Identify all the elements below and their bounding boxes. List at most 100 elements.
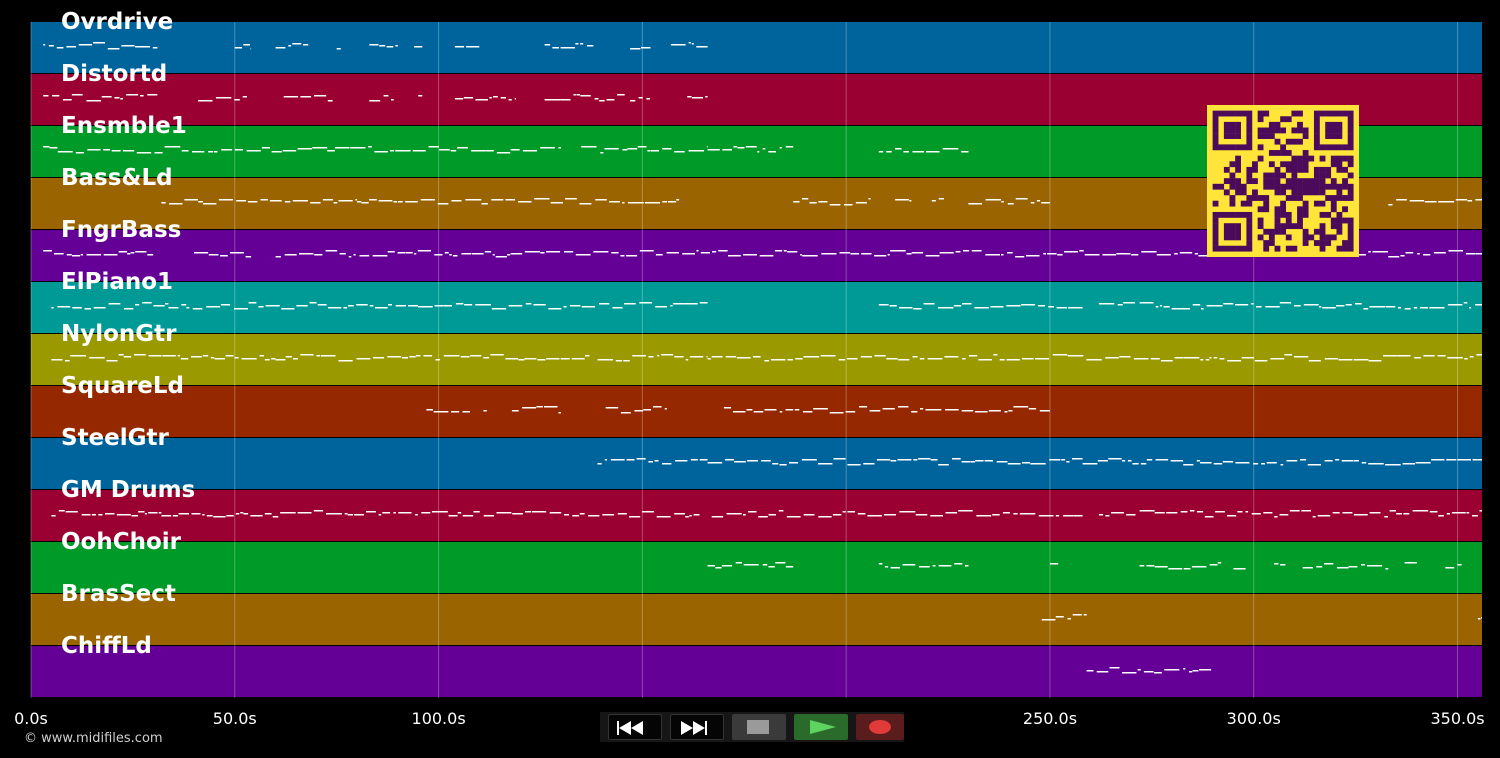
- note: [373, 357, 385, 359]
- qr-module: [1297, 161, 1303, 168]
- note: [1404, 308, 1411, 310]
- qr-module: [1212, 223, 1219, 230]
- note: [350, 147, 366, 149]
- note: [1022, 462, 1030, 464]
- note: [1389, 510, 1396, 512]
- qr-module: [1336, 245, 1343, 252]
- note: [313, 510, 324, 512]
- note: [746, 409, 753, 411]
- note: [911, 252, 924, 254]
- note: [1015, 256, 1025, 258]
- note: [1183, 357, 1200, 359]
- note: [699, 459, 708, 461]
- qr-code-icon[interactable]: [1207, 105, 1359, 257]
- note: [646, 98, 651, 100]
- note: [328, 307, 342, 309]
- note: [974, 411, 988, 413]
- note: [801, 198, 809, 200]
- note: [689, 515, 692, 517]
- note: [475, 304, 491, 306]
- note: [489, 97, 492, 99]
- note: [958, 510, 973, 512]
- note: [314, 95, 327, 97]
- note: [421, 512, 431, 514]
- qr-module: [1212, 228, 1219, 235]
- note: [1086, 359, 1102, 361]
- play-button[interactable]: [794, 714, 848, 740]
- note: [1223, 303, 1234, 305]
- note: [118, 354, 124, 356]
- note: [242, 96, 247, 98]
- note: [711, 516, 724, 518]
- note: [1324, 563, 1334, 565]
- note: [1253, 463, 1259, 465]
- note: [127, 253, 131, 255]
- note: [1166, 512, 1178, 514]
- note: [1022, 358, 1034, 360]
- note: [1196, 460, 1201, 462]
- note: [138, 511, 145, 513]
- record-icon: [869, 720, 891, 734]
- note: [1438, 201, 1454, 203]
- note: [1189, 671, 1193, 673]
- note: [505, 199, 515, 201]
- note: [726, 513, 742, 515]
- note: [66, 254, 72, 256]
- qr-module: [1223, 166, 1230, 173]
- qr-module: [1302, 155, 1309, 162]
- qr-module: [1274, 211, 1281, 218]
- note: [785, 409, 794, 411]
- note: [691, 97, 703, 99]
- note: [813, 408, 828, 410]
- note: [597, 463, 602, 465]
- note: [1170, 460, 1184, 462]
- note: [762, 564, 768, 566]
- qr-module: [1229, 211, 1236, 218]
- note: [348, 256, 352, 258]
- note: [234, 308, 248, 310]
- note: [317, 304, 327, 306]
- note: [338, 200, 353, 202]
- note: [965, 565, 969, 567]
- note: [644, 202, 660, 204]
- note: [433, 411, 449, 413]
- note: [303, 44, 309, 46]
- qr-module: [1235, 166, 1241, 173]
- note: [668, 201, 677, 203]
- note: [327, 100, 333, 102]
- note: [415, 514, 418, 516]
- note: [923, 303, 935, 305]
- stop-button[interactable]: [732, 714, 786, 740]
- fast-forward-button[interactable]: [670, 714, 724, 740]
- qr-module: [1246, 133, 1253, 139]
- note: [388, 304, 392, 306]
- note: [417, 250, 431, 252]
- qr-module: [1313, 183, 1320, 190]
- note: [369, 305, 374, 307]
- note: [457, 512, 462, 514]
- note: [1154, 512, 1165, 514]
- rewind-button[interactable]: [608, 714, 662, 740]
- note: [495, 256, 507, 258]
- note: [803, 356, 820, 358]
- qr-module: [1240, 211, 1247, 218]
- note: [326, 513, 342, 515]
- note: [1265, 306, 1280, 308]
- note: [181, 150, 189, 152]
- note: [161, 515, 172, 517]
- qr-module: [1252, 178, 1258, 185]
- note: [1200, 359, 1204, 361]
- qr-module: [1263, 200, 1270, 207]
- qr-module: [1330, 183, 1337, 190]
- note: [524, 251, 541, 253]
- note: [1004, 411, 1008, 413]
- qr-module: [1252, 195, 1258, 201]
- note: [912, 151, 924, 153]
- stop-icon: [747, 720, 769, 734]
- note: [889, 305, 897, 307]
- record-button[interactable]: [856, 714, 904, 740]
- qr-module: [1268, 121, 1275, 128]
- note: [395, 150, 411, 152]
- note: [191, 356, 202, 358]
- qr-module: [1218, 245, 1225, 252]
